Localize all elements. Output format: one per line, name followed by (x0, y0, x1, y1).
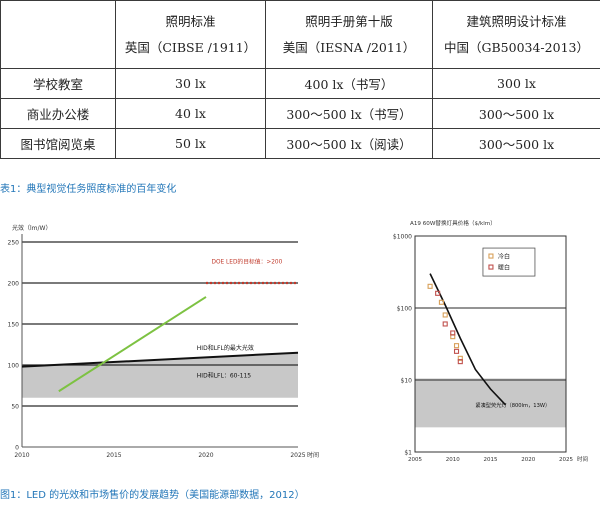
hid-max-efficacy-label: HID和LFL的最大光效 (197, 344, 254, 352)
y-axis-label: 光效（lm/W） (12, 224, 51, 232)
price-chart: $1 $10 $100 $1000 2005 2010 2015 2020 2025 A19 60… (393, 219, 588, 463)
legend-marker (488, 253, 494, 259)
table-cell: 300～500 lx (432, 98, 600, 129)
x-tick-label: 2015 (106, 452, 121, 459)
y-tick-label: $1 (404, 450, 412, 457)
legend-label: 冷白 (498, 253, 510, 261)
table-header-cell (0, 0, 116, 69)
price-data-point (453, 348, 460, 354)
y-tick-label: $1000 (393, 234, 412, 241)
header-title: 建筑照明设计标准 (466, 13, 567, 29)
x-tick-label: 2010 (14, 452, 29, 459)
y-axis-label: A19 60W替换灯具价格（$/klm） (410, 219, 496, 227)
y-tick-label: 200 (8, 281, 20, 288)
x-tick-label: 2025 (559, 457, 573, 463)
table-cell: 50 lx (115, 128, 266, 159)
cfl-band-label: 紧凑型荧光灯（800lm，13W） (475, 401, 550, 409)
table-cell: 30 lx (115, 68, 266, 99)
table-cell: 300～500 lx（阅读） (265, 128, 433, 159)
table-cell: 300 lx (432, 68, 600, 99)
price-data-point (453, 343, 460, 349)
row-label: 商业办公楼 (0, 98, 116, 129)
legend-label: 暖白 (498, 264, 510, 272)
y-tick-label: 50 (11, 404, 19, 411)
x-tick-label: 2010 (446, 457, 460, 463)
legend-marker (488, 264, 494, 270)
table-header-cell: 建筑照明设计标准 中国（GB50034-2013） (432, 0, 600, 69)
header-title: 照明标准 (165, 13, 216, 29)
table-cell: 300～500 lx (432, 128, 600, 159)
table-cell: 300～500 lx（书写） (265, 98, 433, 129)
legend-box (482, 247, 536, 277)
y-tick-label: 100 (8, 363, 20, 370)
table-row: 图书馆阅览桌 50 lx 300～500 lx（阅读） 300～500 lx (0, 128, 600, 159)
x-tick-label: 2005 (408, 457, 422, 463)
x-tick-label: 2020 (198, 452, 213, 459)
led-efficacy-line (58, 296, 207, 393)
price-data-point (450, 330, 456, 336)
header-title: 照明手册第十版 (305, 13, 393, 29)
hid-band-label: HID和LFL：60-115 (197, 371, 251, 379)
table-row: 商业办公楼 40 lx 300～500 lx（书写） 300～500 lx (0, 98, 600, 129)
x-tick-label: 2015 (484, 457, 498, 463)
price-data-point (427, 283, 433, 289)
header-subtitle: 英国（CIBSE /1911） (124, 39, 257, 55)
table-caption: 表1：典型视觉任务照度标准的百年变化 (0, 184, 177, 195)
row-label: 图书馆阅览桌 (0, 128, 116, 159)
y-tick-label: 250 (8, 240, 20, 247)
price-data-point (457, 355, 463, 361)
table-header-row: 照明标准 英国（CIBSE /1911） 照明手册第十版 美国（IESNA /2… (0, 0, 600, 69)
table-cell: 40 lx (115, 98, 266, 129)
table-cell: 400 lx（书写） (265, 68, 433, 99)
figure-caption: 图1：LED 的光效和市场售价的发展趋势（美国能源部数据，2012） (0, 490, 305, 501)
x-axis-label: 时间 (577, 455, 588, 463)
header-subtitle: 美国（IESNA /2011） (282, 39, 416, 55)
price-data-point (442, 312, 448, 318)
x-axis-label: 时间 (307, 451, 319, 459)
x-tick-label: 2020 (521, 457, 535, 463)
plot-frame (414, 235, 567, 453)
doe-target-label-bg (202, 255, 302, 267)
header-subtitle: 中国（GB50034-2013） (444, 39, 589, 55)
efficacy-chart: 0 50 100 150 200 250 2010 2015 2020 2025 光效（lm/W） 时… (8, 224, 319, 459)
y-tick-label: $10 (401, 378, 413, 385)
price-data-point (442, 321, 448, 327)
doe-target-label: DOE LED的目标值：>200 (212, 258, 283, 266)
row-label: 学校教室 (0, 68, 116, 99)
illuminance-standards-table: 照明标准 英国（CIBSE /1911） 照明手册第十版 美国（IESNA /2… (0, 0, 600, 159)
table-header-cell: 照明标准 英国（CIBSE /1911） (115, 0, 266, 69)
table-header-cell: 照明手册第十版 美国（IESNA /2011） (265, 0, 433, 69)
cfl-price-band (415, 378, 566, 428)
y-tick-label: $100 (397, 306, 412, 313)
price-data-point (435, 290, 441, 296)
y-tick-label: 0 (15, 445, 19, 452)
hid-max-efficacy-line (21, 351, 299, 368)
x-tick-label: 2025 (290, 452, 305, 459)
price-data-point (457, 359, 463, 365)
table-row: 学校教室 30 lx 400 lx（书写） 300 lx (0, 68, 600, 99)
y-tick-label: 150 (8, 322, 20, 329)
price-data-point (438, 299, 444, 305)
